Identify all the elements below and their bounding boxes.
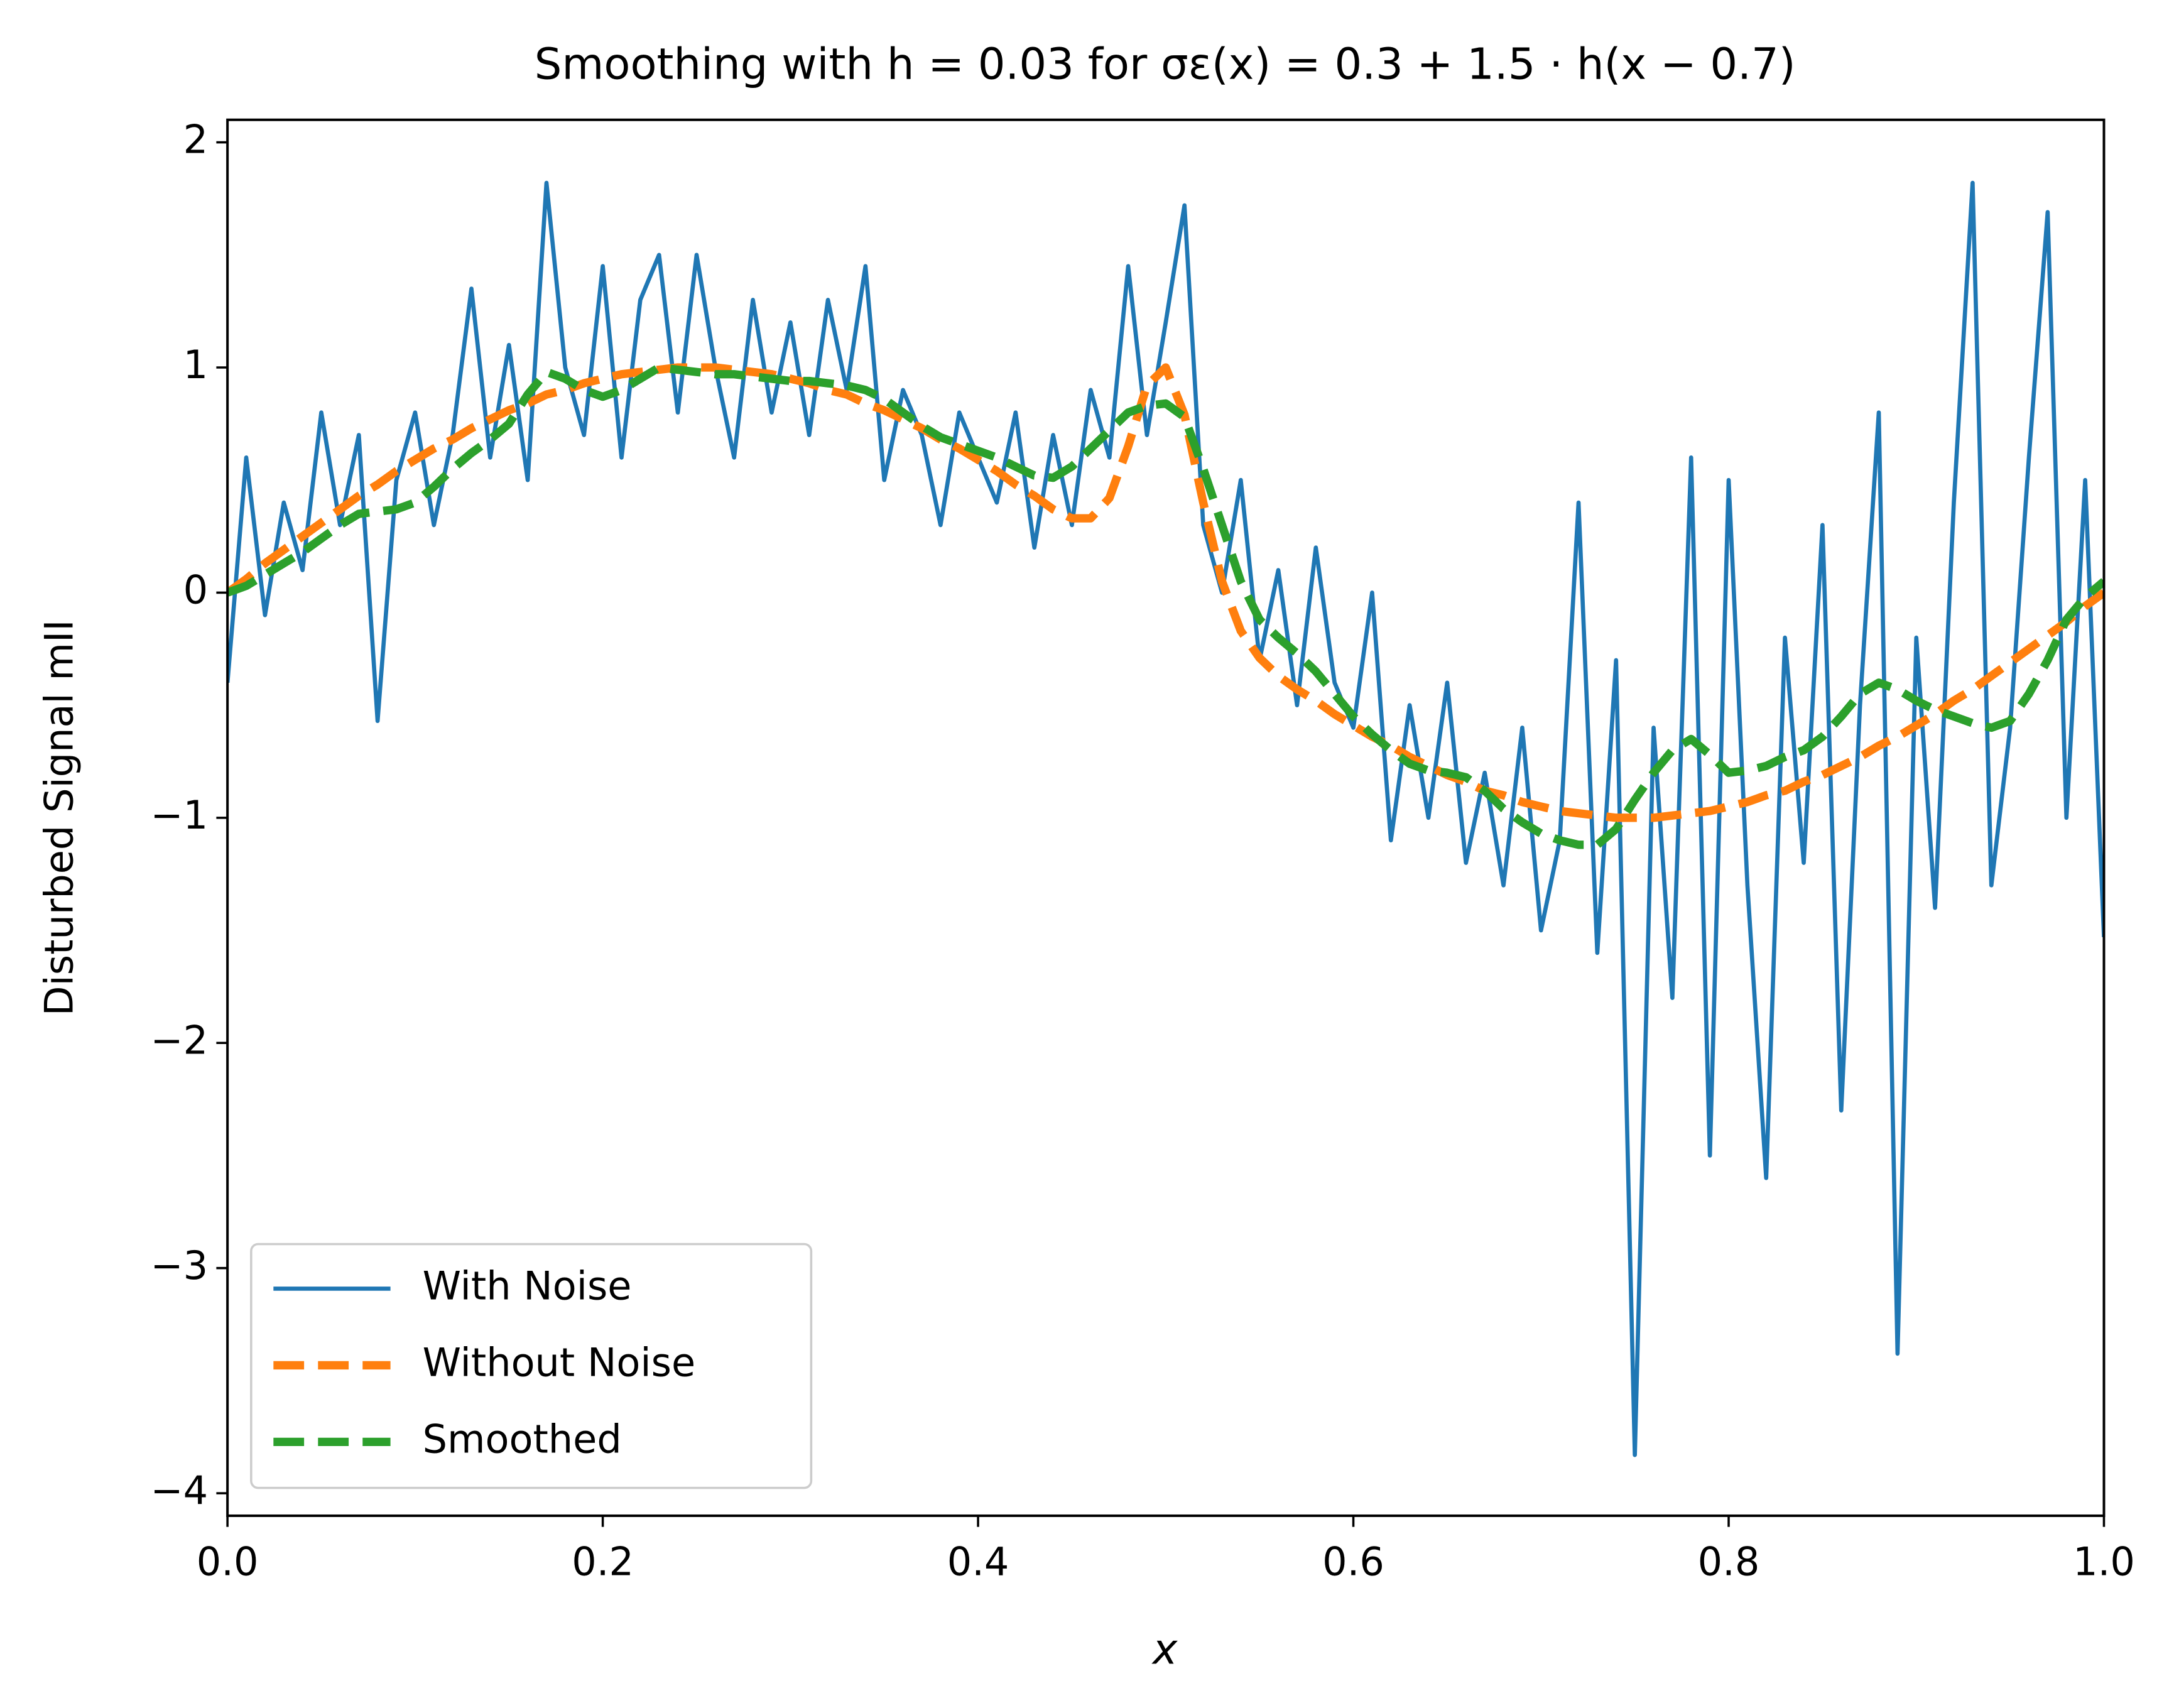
y-tick-label: −3 [151, 1243, 209, 1288]
y-tick-label: 2 [183, 117, 209, 163]
x-axis-label: x [1151, 1624, 1178, 1673]
x-tick-label: 0.2 [572, 1539, 634, 1585]
chart-title: Smoothing with h = 0.03 for σε(x) = 0.3 … [535, 40, 1796, 90]
y-tick-label: −1 [151, 792, 209, 838]
series-line [227, 363, 2104, 822]
x-tick-label: 0.8 [1698, 1539, 1760, 1585]
y-tick-label: 1 [183, 342, 209, 388]
y-tick-label: −4 [151, 1467, 209, 1513]
series-line [227, 180, 2104, 1457]
x-tick-label: 0.6 [1322, 1539, 1384, 1585]
series-line [227, 363, 2104, 849]
x-tick-label: 1.0 [2073, 1539, 2135, 1585]
legend-label: With Noise [423, 1263, 632, 1309]
legend-label: Without Noise [423, 1340, 696, 1386]
y-tick-label: 0 [183, 567, 209, 612]
x-tick-label: 0.0 [197, 1539, 259, 1585]
legend-label: Smoothed [423, 1416, 622, 1462]
y-tick-label: −2 [151, 1017, 209, 1063]
plot-frame [226, 118, 2106, 1517]
x-tick-label: 0.4 [947, 1539, 1009, 1585]
y-axis-label: Disturbed Signal mII [36, 619, 82, 1016]
legend-box [250, 1243, 813, 1489]
